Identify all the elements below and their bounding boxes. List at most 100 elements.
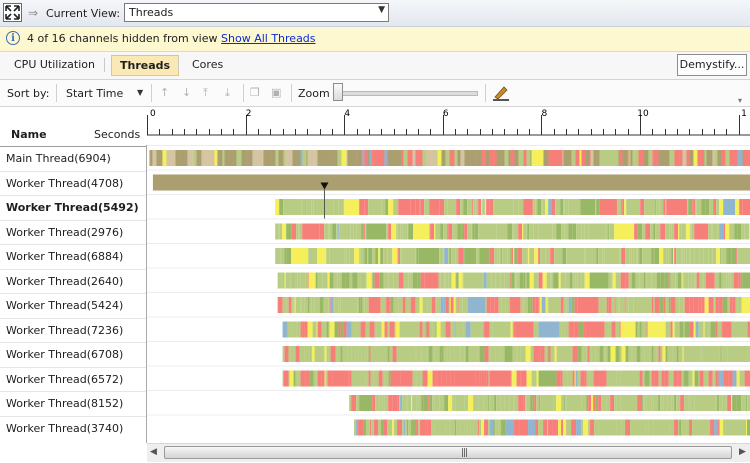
thread-segment[interactable] (708, 248, 713, 264)
thread-segment[interactable] (604, 346, 606, 362)
thread-segment[interactable] (370, 370, 374, 387)
thread-segment[interactable] (282, 321, 288, 338)
thread-segment[interactable] (351, 321, 356, 338)
thread-segment[interactable] (499, 346, 505, 362)
thread-segment[interactable] (699, 370, 704, 387)
thread-segment[interactable] (658, 150, 670, 166)
thread-segment[interactable] (654, 297, 660, 313)
thread-segment[interactable] (609, 223, 615, 240)
thread-segment[interactable] (336, 223, 339, 240)
thread-segment[interactable] (683, 321, 685, 338)
thread-segment[interactable] (584, 272, 590, 289)
thread-segment[interactable] (704, 150, 707, 166)
thread-segment[interactable] (705, 199, 710, 215)
thread-segment[interactable] (224, 150, 226, 166)
thread-segment[interactable] (412, 272, 418, 289)
thread-segment[interactable] (682, 272, 684, 289)
thread-segment[interactable] (708, 321, 711, 338)
thread-segment[interactable] (559, 321, 562, 338)
thread-segment[interactable] (489, 370, 511, 387)
thread-segment[interactable] (743, 150, 749, 166)
thread-segment[interactable] (289, 370, 294, 387)
thread-segment[interactable] (517, 248, 523, 264)
thread-segment[interactable] (586, 346, 588, 362)
thread-segment[interactable] (662, 346, 666, 362)
thread-segment[interactable] (369, 321, 375, 338)
thread-segment[interactable] (304, 297, 308, 313)
thread-segment[interactable] (573, 321, 575, 338)
thread-segment[interactable] (532, 199, 534, 215)
thread-segment[interactable] (659, 297, 664, 313)
thread-segment[interactable] (485, 297, 487, 313)
thread-segment[interactable] (197, 150, 202, 166)
thread-segment[interactable] (470, 419, 474, 436)
thread-segment[interactable] (315, 272, 318, 289)
expand-icon[interactable] (3, 3, 22, 22)
thread-segment[interactable] (584, 248, 586, 264)
thread-segment[interactable] (349, 272, 352, 289)
thread-segment[interactable] (716, 199, 720, 215)
thread-segment[interactable] (554, 248, 563, 264)
thread-segment[interactable] (530, 346, 534, 362)
thread-segment[interactable] (306, 150, 308, 166)
thread-segment[interactable] (581, 223, 585, 240)
thread-segment[interactable] (686, 150, 690, 166)
thread-segment[interactable] (367, 346, 369, 362)
thread-segment[interactable] (484, 419, 489, 436)
thread-segment[interactable] (714, 150, 718, 166)
thread-segment[interactable] (464, 223, 468, 240)
thread-segment[interactable] (496, 150, 501, 166)
thread-segment[interactable] (484, 321, 490, 338)
thread-segment[interactable] (669, 272, 671, 289)
thread-segment[interactable] (556, 223, 562, 240)
thread-segment[interactable] (672, 346, 677, 362)
thread-segment[interactable] (584, 223, 589, 240)
thread-segment[interactable] (693, 199, 696, 215)
thread-segment[interactable] (596, 248, 599, 264)
thread-segment[interactable] (502, 248, 508, 264)
thread-segment[interactable] (721, 150, 726, 166)
thread-segment[interactable] (696, 272, 700, 289)
thread-segment[interactable] (563, 199, 565, 215)
thread-segment[interactable] (337, 272, 342, 289)
thread-segment[interactable] (319, 297, 324, 313)
thread-segment[interactable] (586, 370, 590, 387)
thread-segment[interactable] (415, 248, 417, 264)
thread-segment[interactable] (658, 370, 662, 387)
thread-segment[interactable] (219, 150, 223, 166)
thread-segment[interactable] (379, 272, 384, 289)
thread-segment[interactable] (393, 272, 399, 289)
thread-segment[interactable] (196, 150, 198, 166)
thread-segment[interactable] (329, 223, 333, 240)
thread-segment[interactable] (574, 321, 579, 338)
thread-segment[interactable] (497, 248, 500, 264)
thread-segment[interactable] (481, 370, 485, 387)
thread-segment[interactable] (731, 321, 748, 338)
thread-segment[interactable] (704, 297, 709, 313)
thread-segment[interactable] (324, 223, 329, 240)
thread-segment[interactable] (658, 346, 661, 362)
thread-segment[interactable] (150, 150, 153, 166)
thread-segment[interactable] (716, 248, 721, 264)
thread-segment[interactable] (721, 248, 727, 264)
thread-segment[interactable] (309, 297, 312, 313)
thread-segment[interactable] (461, 223, 465, 240)
thread-segment[interactable] (369, 419, 371, 436)
copy-icon[interactable]: ❐ (250, 86, 260, 99)
thread-segment[interactable] (509, 297, 521, 313)
thread-segment[interactable] (579, 150, 582, 166)
thread-segment[interactable] (422, 297, 428, 313)
thread-segment[interactable] (335, 346, 338, 362)
thread-segment[interactable] (505, 419, 515, 436)
thread-segment[interactable] (449, 150, 455, 166)
thread-segment[interactable] (311, 199, 314, 215)
thread-segment[interactable] (563, 150, 572, 166)
thread-segment[interactable] (420, 199, 425, 215)
thread-segment[interactable] (534, 395, 537, 411)
thread-segment[interactable] (676, 395, 681, 411)
thread-segment[interactable] (606, 370, 617, 387)
thread-segment[interactable] (489, 248, 495, 264)
thread-segment[interactable] (305, 272, 308, 289)
thread-segment[interactable] (455, 272, 457, 289)
thread-segment[interactable] (692, 370, 695, 387)
